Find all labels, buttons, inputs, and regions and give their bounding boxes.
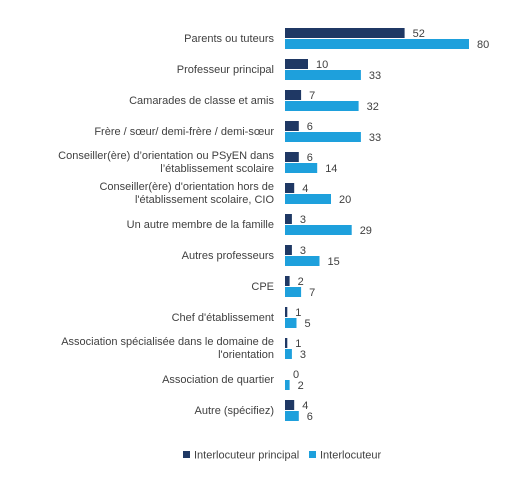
value-label: 29 [360, 225, 372, 237]
value-label: 4 [302, 400, 308, 412]
bar [285, 121, 299, 131]
legend-label: Interlocuteur [320, 449, 381, 461]
value-label: 20 [339, 194, 351, 206]
value-label: 33 [369, 132, 381, 144]
bar [285, 214, 292, 224]
category-label: Conseiller(ère) d'orientation hors de l'… [99, 181, 274, 206]
bar [285, 194, 331, 204]
category-label: Camarades de classe et amis [129, 94, 274, 107]
bar [285, 163, 318, 173]
bar [285, 276, 290, 286]
category-label: Frère / sœur/ demi-frère / demi-sœur [94, 125, 274, 138]
value-label: 2 [298, 276, 304, 288]
value-label: 3 [300, 245, 306, 257]
bar [285, 411, 299, 421]
value-label: 15 [328, 256, 340, 268]
category-label: CPE [251, 280, 274, 293]
value-label: 1 [295, 338, 301, 350]
value-label: 10 [316, 59, 328, 71]
value-label: 6 [307, 152, 313, 164]
category-label: Un autre membre de la famille [126, 218, 274, 231]
bar [285, 59, 308, 69]
value-label: 14 [325, 163, 337, 175]
category-label: Parents ou tuteurs [184, 32, 274, 45]
category-label: Chef d'établissement [171, 311, 274, 324]
legend-swatch [183, 451, 190, 458]
bar [285, 400, 295, 410]
value-label: 5 [305, 318, 311, 330]
value-label: 4 [302, 183, 308, 195]
value-label: 7 [309, 90, 315, 102]
bar [285, 152, 299, 162]
bar [285, 307, 288, 317]
bar [285, 132, 361, 142]
bar [285, 70, 361, 80]
legend-swatch [309, 451, 316, 458]
bar [285, 349, 292, 359]
value-label: 3 [300, 349, 306, 361]
category-label: Autres professeurs [181, 249, 274, 262]
bar [285, 101, 359, 111]
legend-label: Interlocuteur principal [194, 449, 299, 461]
category-label: Association de quartier [162, 373, 274, 386]
value-label: 7 [309, 287, 315, 299]
bar [285, 28, 405, 38]
value-label: 1 [295, 307, 301, 319]
bar [285, 183, 295, 193]
value-label: 52 [413, 28, 425, 40]
category-label: Autre (spécifiez) [194, 404, 274, 417]
value-label: 6 [307, 411, 313, 423]
value-label: 2 [298, 380, 304, 392]
bar [285, 90, 302, 100]
category-label: Association spécialisée dans le domaine … [61, 336, 274, 361]
value-label: 32 [367, 101, 379, 113]
bar [285, 380, 290, 390]
bar [285, 338, 288, 348]
value-label: 6 [307, 121, 313, 133]
value-label: 80 [477, 39, 489, 51]
value-label: 33 [369, 70, 381, 82]
value-label: 3 [300, 214, 306, 226]
bar [285, 287, 302, 297]
value-label: 0 [293, 369, 299, 381]
category-label: Conseiller(ère) d’orientation ou PSyEN d… [58, 150, 274, 175]
bar [285, 256, 320, 266]
bar [285, 245, 292, 255]
bar [285, 318, 297, 328]
bar [285, 225, 352, 235]
bar [285, 39, 469, 49]
category-label: Professeur principal [176, 63, 274, 76]
